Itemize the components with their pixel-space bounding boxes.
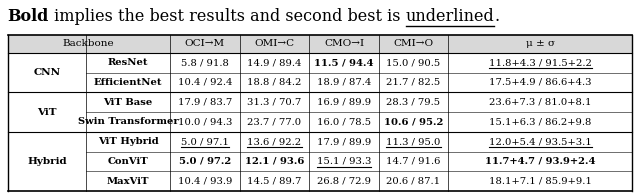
Text: CMO→I: CMO→I (324, 39, 364, 49)
Text: Swin Transformer: Swin Transformer (77, 117, 179, 127)
Text: ViT Base: ViT Base (104, 98, 152, 107)
Text: CNN: CNN (33, 68, 61, 77)
Text: 12.0+5.4 / 93.5+3.1: 12.0+5.4 / 93.5+3.1 (489, 137, 591, 146)
Text: 10.6 / 95.2: 10.6 / 95.2 (384, 117, 443, 127)
Text: 12.1 / 93.6: 12.1 / 93.6 (245, 157, 304, 166)
Text: 14.9 / 89.4: 14.9 / 89.4 (247, 58, 302, 67)
Text: 5.0 / 97.2: 5.0 / 97.2 (179, 157, 231, 166)
Text: 16.9 / 89.9: 16.9 / 89.9 (317, 98, 371, 107)
Text: μ ± σ: μ ± σ (525, 39, 555, 49)
Text: CMI→O: CMI→O (394, 39, 433, 49)
Bar (8, 35, 632, 53)
Text: Hybrid: Hybrid (28, 157, 67, 166)
Text: Backbone: Backbone (63, 39, 115, 49)
Text: 16.0 / 78.5: 16.0 / 78.5 (317, 117, 371, 127)
Text: 5.8 / 91.8: 5.8 / 91.8 (181, 58, 228, 67)
Text: MaxViT: MaxViT (107, 177, 149, 186)
Text: .: . (495, 8, 500, 25)
Text: 11.7+4.7 / 93.9+2.4: 11.7+4.7 / 93.9+2.4 (485, 157, 595, 166)
Text: 17.9 / 83.7: 17.9 / 83.7 (178, 98, 232, 107)
Text: 14.5 / 89.7: 14.5 / 89.7 (248, 177, 301, 186)
Text: 14.7 / 91.6: 14.7 / 91.6 (387, 157, 440, 166)
Text: 13.6 / 92.2: 13.6 / 92.2 (248, 137, 301, 146)
Text: 5.0 / 97.1: 5.0 / 97.1 (181, 137, 228, 146)
Text: ConViT: ConViT (108, 157, 148, 166)
Text: 18.8 / 84.2: 18.8 / 84.2 (248, 78, 301, 87)
Text: 26.8 / 72.9: 26.8 / 72.9 (317, 177, 371, 186)
Text: 17.5+4.9 / 86.6+4.3: 17.5+4.9 / 86.6+4.3 (489, 78, 591, 87)
Text: Bold: Bold (8, 8, 49, 25)
Text: ViT: ViT (37, 108, 57, 117)
Text: 10.4 / 93.9: 10.4 / 93.9 (178, 177, 232, 186)
Text: ResNet: ResNet (108, 58, 148, 67)
Text: 18.1+7.1 / 85.9+9.1: 18.1+7.1 / 85.9+9.1 (489, 177, 591, 186)
Text: 11.3 / 95.0: 11.3 / 95.0 (387, 137, 440, 146)
Text: 15.1+6.3 / 86.2+9.8: 15.1+6.3 / 86.2+9.8 (489, 117, 591, 127)
Text: 23.6+7.3 / 81.0+8.1: 23.6+7.3 / 81.0+8.1 (489, 98, 591, 107)
Text: 21.7 / 82.5: 21.7 / 82.5 (387, 78, 440, 87)
Text: OCI→M: OCI→M (185, 39, 225, 49)
Text: OMI→C: OMI→C (255, 39, 294, 49)
Text: 11.8+4.3 / 91.5+2.2: 11.8+4.3 / 91.5+2.2 (489, 58, 591, 67)
Text: 20.6 / 87.1: 20.6 / 87.1 (387, 177, 440, 186)
Text: 28.3 / 79.5: 28.3 / 79.5 (387, 98, 440, 107)
Text: 11.5 / 94.4: 11.5 / 94.4 (314, 58, 374, 67)
Text: 18.9 / 87.4: 18.9 / 87.4 (317, 78, 371, 87)
Text: 10.4 / 92.4: 10.4 / 92.4 (177, 78, 232, 87)
Text: 17.9 / 89.9: 17.9 / 89.9 (317, 137, 371, 146)
Text: ViT Hybrid: ViT Hybrid (98, 137, 158, 146)
Text: 15.1 / 93.3: 15.1 / 93.3 (317, 157, 371, 166)
Text: 23.7 / 77.0: 23.7 / 77.0 (248, 117, 301, 127)
Text: 10.0 / 94.3: 10.0 / 94.3 (178, 117, 232, 127)
Text: underlined: underlined (406, 8, 495, 25)
Text: 15.0 / 90.5: 15.0 / 90.5 (387, 58, 440, 67)
Text: 31.3 / 70.7: 31.3 / 70.7 (248, 98, 301, 107)
Text: EfficientNet: EfficientNet (93, 78, 163, 87)
Text: implies the best results and second best is: implies the best results and second best… (49, 8, 406, 25)
